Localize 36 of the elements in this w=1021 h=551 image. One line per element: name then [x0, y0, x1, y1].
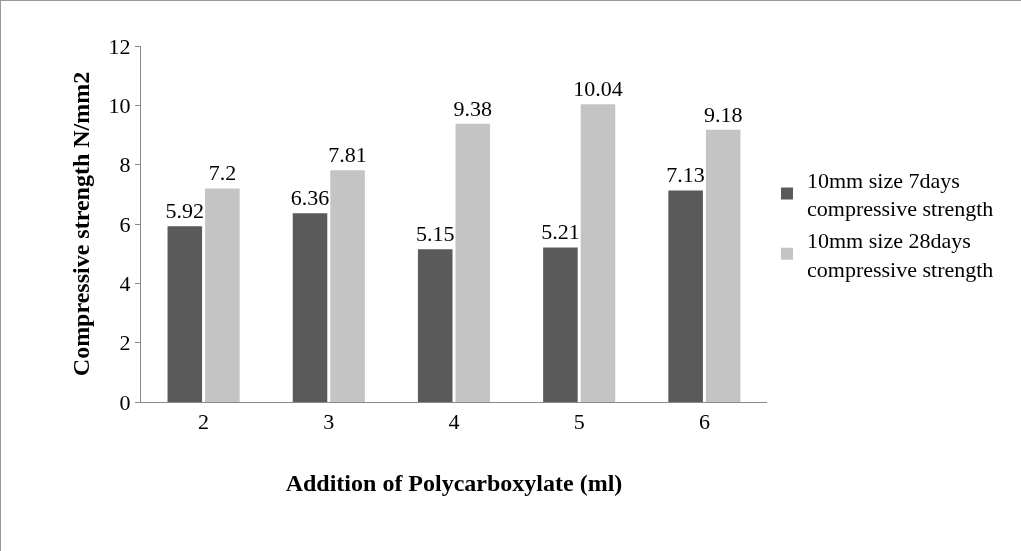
y-tick-label: 0 [119, 389, 131, 415]
bar [292, 213, 328, 402]
data-label: 9.38 [453, 95, 493, 121]
bar [705, 129, 741, 402]
legend-label: 10mm size 7days compressive strength [807, 167, 994, 222]
x-axis-title: Addition of Polycarboxylate (ml) [285, 469, 623, 496]
x-tick-label: 3 [323, 409, 335, 435]
x-tick-label: 6 [698, 409, 710, 435]
y-tick-label: 4 [119, 271, 131, 297]
bar [455, 123, 491, 402]
data-label: 6.36 [290, 185, 330, 211]
data-label: 9.18 [703, 101, 743, 127]
x-tick-label: 5 [573, 409, 585, 435]
y-axis-title: Compressive strength N/mm2 [67, 71, 94, 377]
y-tick-label: 2 [119, 330, 131, 356]
bar [580, 104, 616, 402]
y-tick-label: 12 [108, 33, 131, 59]
data-label: 7.81 [328, 142, 367, 168]
bar [543, 247, 578, 402]
bar [668, 190, 703, 402]
legend-label: 10mm size 28days compressive strength [807, 228, 994, 282]
data-label: 5.92 [165, 198, 205, 224]
data-label: 5.15 [415, 221, 455, 247]
bar [205, 188, 240, 402]
y-tick-label: 10 [108, 93, 131, 119]
bar [167, 226, 203, 402]
x-tick-label: 2 [198, 409, 210, 435]
y-tick-label: 8 [119, 152, 131, 178]
x-tick-label: 4 [448, 409, 460, 435]
y-tick-label: 6 [119, 211, 131, 237]
bar [330, 170, 365, 402]
data-label: 5.21 [541, 219, 580, 245]
data-label: 7.2 [208, 160, 237, 186]
data-label: 7.13 [666, 162, 705, 188]
bar [417, 249, 453, 402]
data-label: 10.04 [573, 76, 623, 102]
